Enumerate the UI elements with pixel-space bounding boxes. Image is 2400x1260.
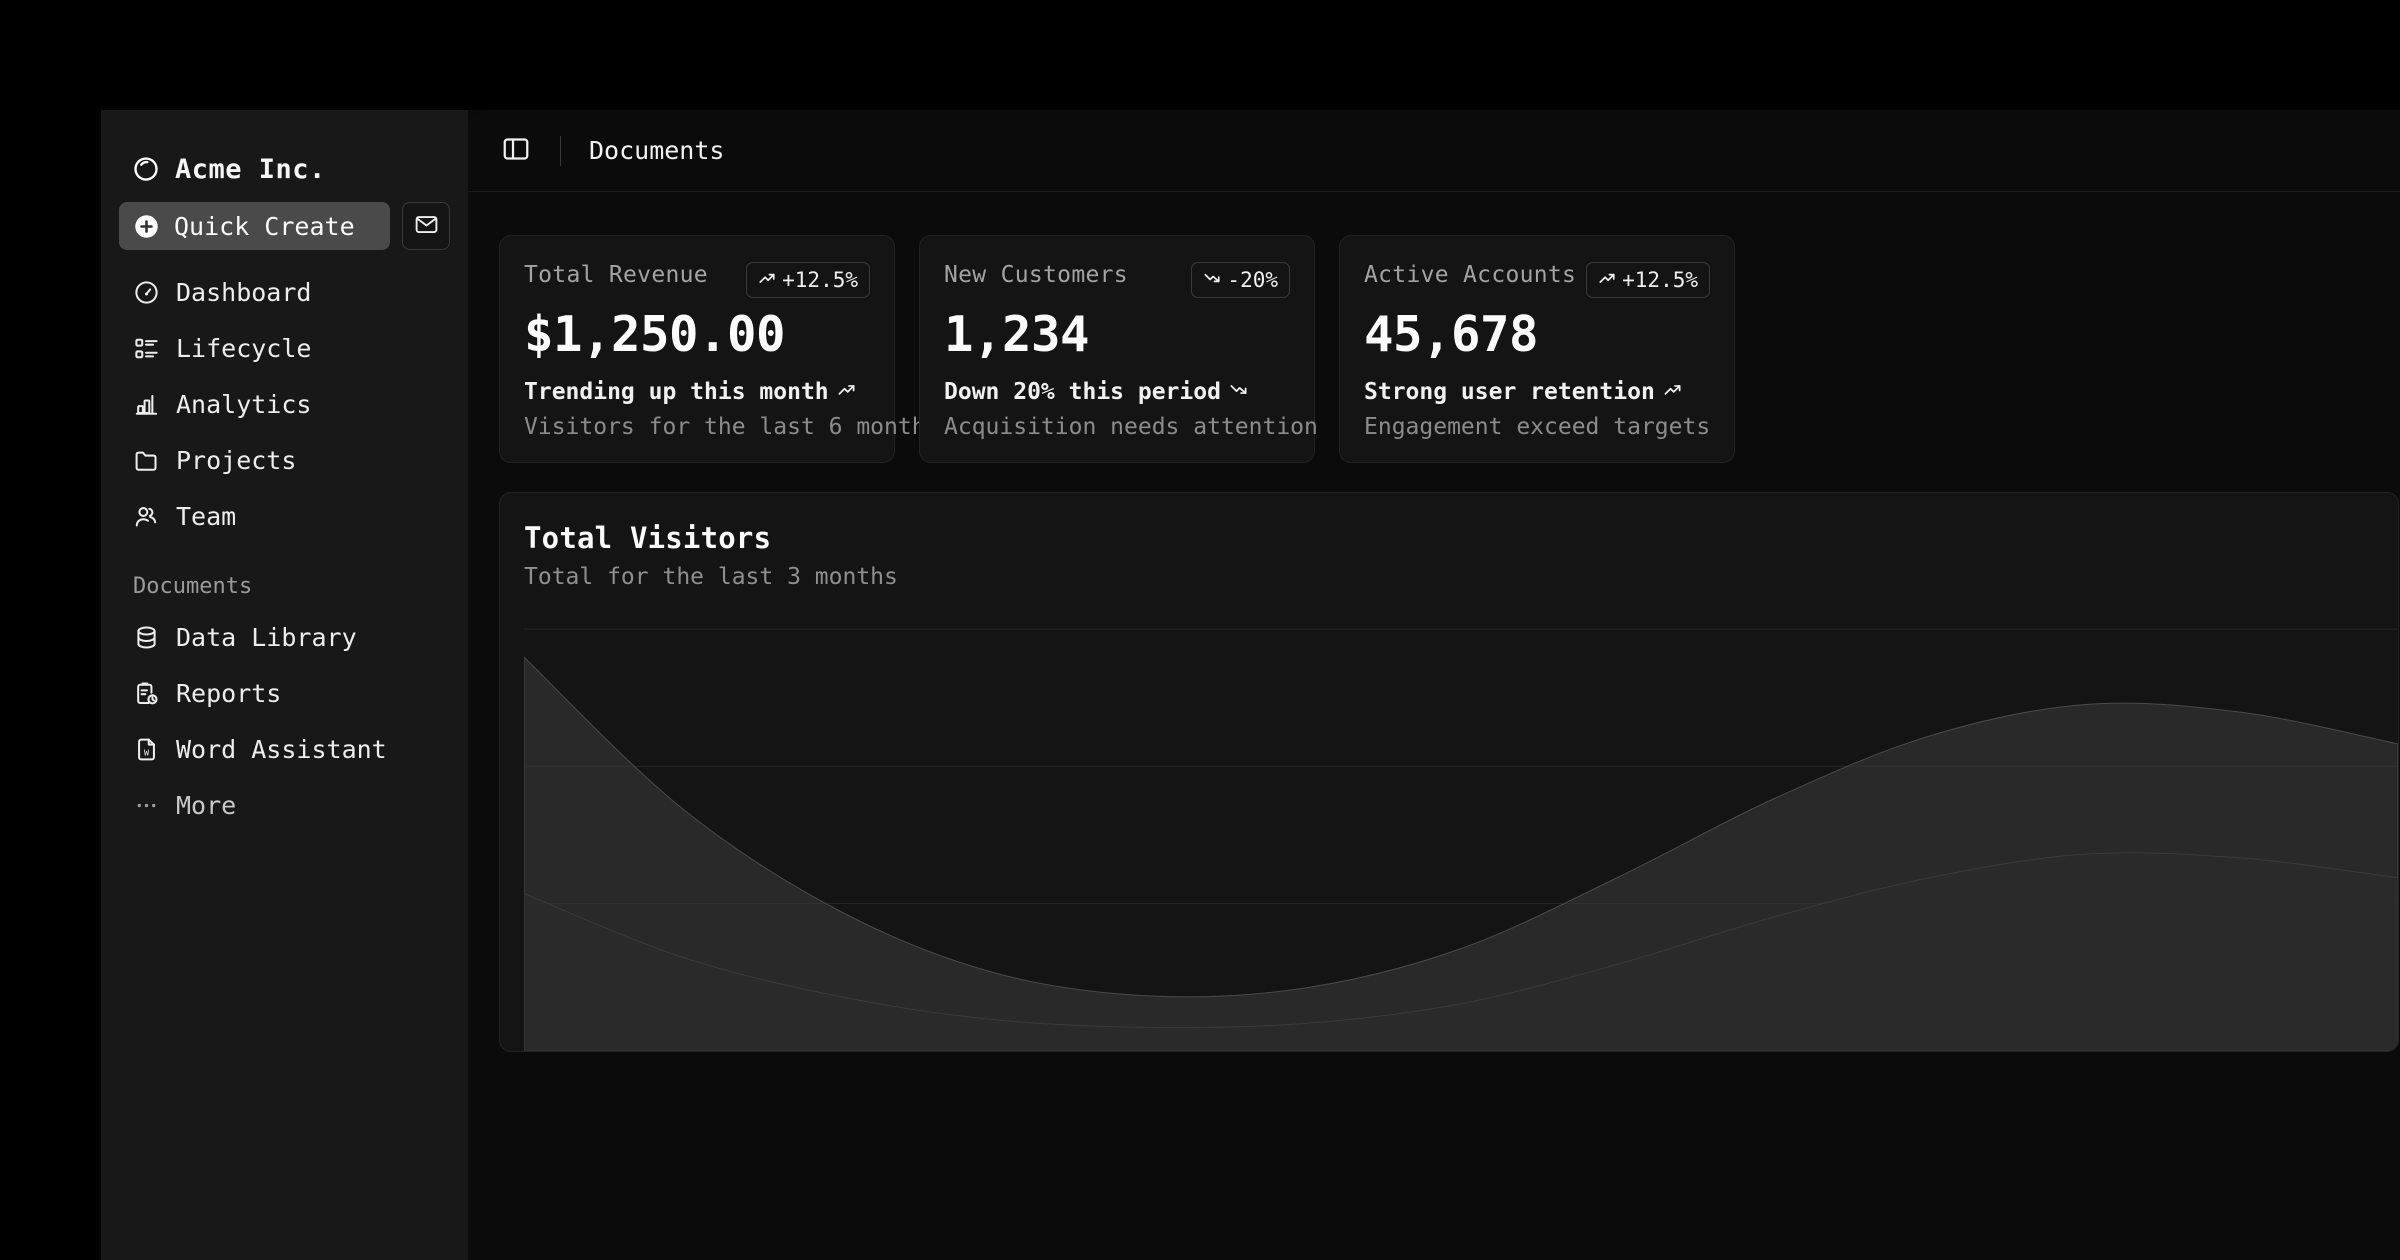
sidebar-item-label: Projects [176,445,297,475]
metric-card-total-revenue[interactable]: Total Revenue +12.5% $1,250.00 [499,235,939,463]
status-badge: +12.5% [746,262,870,298]
sidebar-item-label: Lifecycle [176,333,312,363]
sidebar-item-data-library[interactable]: Data Library [119,609,450,665]
sidebar-item-label: Reports [176,678,282,708]
sidebar-group-label-documents: Documents [133,574,253,599]
chart-subtitle: Total for the last 3 months [524,564,898,590]
quick-create-label: Quick Create [174,211,355,241]
sidebar-item-projects[interactable]: Projects [119,432,450,488]
sidebar-documents-nav: Data Library Reports [101,609,468,833]
metric-label: Active Accounts [1364,262,1577,288]
sidebar-quick-row: Quick Create [101,202,468,250]
file-word-icon: W [133,736,160,763]
trending-down-icon [1229,379,1248,405]
chart-series-2 [524,853,2398,1051]
total-visitors-chart-card[interactable]: Total Visitors Total for the last 3 mont… [499,492,2399,1052]
sidebar-item-lifecycle[interactable]: Lifecycle [119,320,450,376]
sidebar-item-more[interactable]: More [119,777,450,833]
list-details-icon [133,335,160,362]
mail-button[interactable] [402,202,450,250]
bar-chart-icon [133,391,160,418]
main-content: Total Revenue +12.5% $1,250.00 [468,192,2400,1260]
metric-label: Total Revenue [524,262,708,288]
circle-plus-icon [133,213,160,240]
trending-up-icon [1598,268,1616,292]
sidebar-item-dashboard[interactable]: Dashboard [119,264,450,320]
sidebar-item-label: Data Library [176,622,357,652]
top-header: Documents [468,110,2400,192]
brand-name: Acme Inc. [175,153,326,185]
brand[interactable]: Acme Inc. [101,110,468,196]
sidebar-item-label: More [176,790,237,820]
quick-create-button[interactable]: Quick Create [119,202,390,250]
sidebar-item-label: Dashboard [176,277,312,307]
metric-value: 1,234 [944,306,1090,363]
sidebar-toggle-icon [501,134,531,168]
status-badge: -20% [1191,262,1290,298]
sidebar-item-team[interactable]: Team [119,488,450,544]
dashboard-gauge-icon [133,279,160,306]
badge-text: -20% [1227,268,1278,292]
mail-icon [414,212,439,241]
metric-label: New Customers [944,262,1128,288]
metric-footer-sub: Acquisition needs attention [944,414,1318,440]
app-shell: Acme Inc. Quick Create [101,110,2400,1260]
sidebar-nav: Dashboard Lifecycle [101,250,468,544]
circle-logo-icon [131,154,161,184]
trending-up-icon [758,268,776,292]
sidebar-item-label: Analytics [176,389,312,419]
ellipsis-icon [133,792,160,819]
sidebar-toggle-button[interactable] [499,134,533,168]
sidebar-item-label: Team [176,501,237,531]
area-chart-svg [524,623,2398,1051]
svg-text:W: W [144,747,149,757]
metric-footer-sub: Visitors for the last 6 months [524,414,940,440]
sidebar-item-analytics[interactable]: Analytics [119,376,450,432]
metric-card-new-customers[interactable]: New Customers -20% 1,234 [919,235,1318,463]
status-badge: +12.5% [1586,262,1710,298]
metric-value: 45,678 [1364,306,1539,363]
chart-plot-area [524,623,2398,1051]
chart-title: Total Visitors [524,521,772,555]
badge-text: +12.5% [782,268,858,292]
sidebar-item-word-assistant[interactable]: W Word Assistant [119,721,450,777]
chart-series-areas [524,657,2398,1051]
sidebar-item-reports[interactable]: Reports [119,665,450,721]
database-icon [133,624,160,651]
trending-down-icon [1203,268,1221,292]
metric-footer-text: Strong user retention [1364,379,1655,405]
page-title: Documents [589,136,725,165]
metric-footer-text: Down 20% this period [944,379,1221,405]
users-icon [133,503,160,530]
clipboard-clock-icon [133,680,160,707]
header-separator [560,135,561,166]
metric-cards-row: Total Revenue +12.5% $1,250.00 [499,235,2400,463]
trending-up-icon [1663,379,1682,405]
folder-icon [133,447,160,474]
main-panel: Documents Total Revenue [468,110,2400,1260]
metric-footer-sub: Engagement exceed targets [1364,414,1711,440]
trending-up-icon [837,379,856,405]
sidebar-item-label: Word Assistant [176,734,387,764]
metric-value: $1,250.00 [524,306,786,363]
metric-card-active-accounts[interactable]: Active Accounts +12.5% 45,678 [1339,235,1735,463]
badge-text: +12.5% [1622,268,1698,292]
sidebar: Acme Inc. Quick Create [101,110,468,1260]
metric-footer-text: Trending up this month [524,379,829,405]
